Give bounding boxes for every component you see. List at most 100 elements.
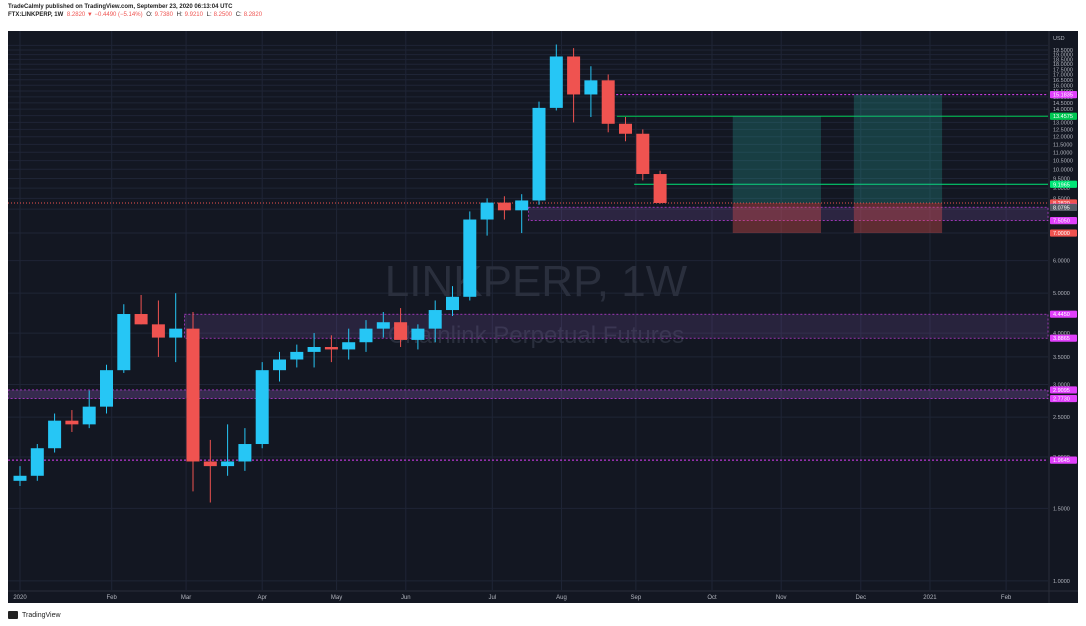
price-tick-label: 19.0000 — [1053, 53, 1073, 59]
time-tick-label: Aug — [556, 595, 567, 601]
price-tick-label: 11.0000 — [1053, 150, 1072, 156]
price-tick-label: 16.5000 — [1053, 78, 1073, 84]
time-tick-label: May — [331, 595, 342, 601]
price-label-value: 2.9095 — [1053, 388, 1070, 394]
price-tick-label: 12.5000 — [1053, 127, 1073, 133]
price-tick-label: 16.0000 — [1053, 83, 1073, 89]
price-tick-label: 4.0000 — [1053, 331, 1070, 337]
position-stop-zone[interactable] — [853, 202, 943, 234]
position-target-zone[interactable] — [732, 116, 821, 203]
price-tick-label: 6.0000 — [1053, 259, 1070, 265]
high-label: H: — [176, 12, 183, 18]
candle-body — [255, 370, 269, 445]
price-tick-label: 14.5000 — [1053, 101, 1073, 107]
time-tick-label: Feb — [107, 595, 118, 601]
candle-body — [82, 406, 96, 425]
candle-body — [134, 314, 148, 325]
price-label-value: 7.0000 — [1053, 231, 1070, 237]
candle-body — [13, 475, 27, 481]
candle-body — [238, 444, 252, 462]
candle-body — [48, 420, 62, 449]
footer: TradingView — [8, 606, 308, 624]
zone-band-low[interactable] — [8, 389, 1049, 399]
candle-body — [169, 328, 183, 338]
position-target-zone[interactable] — [853, 94, 943, 203]
price-tick-label: 2.5000 — [1053, 415, 1070, 421]
price-label-tag — [1050, 386, 1077, 394]
candlestick-chart[interactable]: LINKPERP, 1W Chainlink Perpetual Futures… — [8, 31, 1078, 603]
candle-body — [584, 80, 598, 95]
price-label-value: 2.7730 — [1053, 397, 1070, 403]
price-label-tag — [1050, 456, 1077, 464]
price-tick-label: 3.5000 — [1053, 355, 1070, 361]
candle-body — [186, 328, 200, 462]
price-label-tag — [1050, 112, 1077, 120]
chart-pane[interactable]: LINKPERP, 1W Chainlink Perpetual Futures… — [8, 31, 1078, 603]
price-tick-label: 14.0000 — [1053, 107, 1073, 113]
price-label-value: 13.4575 — [1053, 114, 1073, 120]
axes[interactable]: USD1.00001.50002.00002.50003.00003.50004… — [8, 31, 1078, 603]
candle-body — [653, 174, 667, 203]
price-tick-label: 9.0000 — [1053, 186, 1070, 192]
candle-body — [463, 219, 477, 297]
publisher-line: TradeCalmly published on TradingView.com… — [8, 4, 233, 10]
open-value: 9.7380 — [154, 12, 173, 18]
price-label-value: 8.0795 — [1053, 205, 1070, 211]
candle-body — [30, 448, 44, 476]
price-tick-label: 8.5000 — [1053, 196, 1070, 202]
candle-body — [100, 370, 113, 407]
price-label-tag — [1050, 180, 1077, 188]
candle-body — [151, 324, 165, 338]
price-label-value: 4.4450 — [1053, 312, 1070, 318]
price-label-tag — [1050, 216, 1077, 225]
price-tick-label: 18.5000 — [1053, 57, 1073, 63]
high-value: 9.9210 — [184, 12, 203, 18]
time-tick-label: Apr — [258, 595, 267, 601]
price-tick-label: 11.5000 — [1053, 142, 1072, 148]
candle-body — [307, 346, 321, 352]
tradingview-logo-icon — [8, 611, 18, 619]
price-tick-label: 10.5000 — [1053, 159, 1073, 165]
candle-body — [446, 296, 459, 311]
candle-body — [203, 461, 217, 467]
candle-body — [221, 461, 235, 467]
publish-header: TradeCalmly published on TradingView.com… — [8, 3, 1078, 27]
watermark-symbol: LINKPERP, 1W — [385, 257, 688, 306]
symbol-line: FTX:LINKPERP, 1W 8.2820 ▼ −0.4490 (−5.14… — [8, 11, 1078, 19]
price-label-tag — [1050, 394, 1077, 403]
time-tick-label: Dec — [855, 595, 866, 601]
price-label-tag — [1050, 334, 1077, 342]
time-tick-label: Jun — [401, 595, 411, 601]
price-tick-label: 13.0000 — [1053, 120, 1073, 126]
candle-body — [324, 346, 338, 350]
price-tick-label: 10.0000 — [1053, 167, 1073, 173]
price-label-tag — [1050, 203, 1077, 212]
zone-support-band[interactable] — [528, 206, 1049, 221]
candle-body — [411, 328, 425, 340]
change-label: 8.2820 ▼ −0.4490 (−5.14%) — [66, 12, 143, 18]
time-tick-label: 2020 — [13, 595, 27, 601]
price-label-value: 1.9645 — [1053, 458, 1070, 464]
candle-body — [428, 310, 442, 329]
open-label: O: — [146, 12, 153, 18]
time-tick-label: Nov — [776, 595, 787, 601]
price-label-value: 3.8865 — [1053, 336, 1070, 342]
price-tick-label: 9.5000 — [1053, 176, 1070, 182]
candle-body — [65, 420, 79, 425]
time-tick-label: Oct — [707, 595, 717, 601]
candle-body — [619, 123, 632, 134]
candle-body — [532, 107, 546, 201]
candle-body — [117, 314, 131, 371]
low-value: 8.2500 — [213, 12, 233, 18]
price-label-tag — [1050, 310, 1077, 318]
price-label-tag — [1050, 91, 1077, 99]
time-tick-label: Mar — [181, 595, 191, 601]
price-tick-label: 12.0000 — [1053, 135, 1073, 141]
time-tick-label: Jul — [488, 595, 496, 601]
price-tick-label: 17.5000 — [1053, 67, 1073, 73]
candle-body — [273, 359, 286, 371]
position-stop-zone[interactable] — [732, 202, 821, 234]
time-tick-label: 2021 — [923, 595, 937, 601]
candle-body — [549, 56, 563, 108]
time-tick-label: Sep — [631, 595, 642, 601]
